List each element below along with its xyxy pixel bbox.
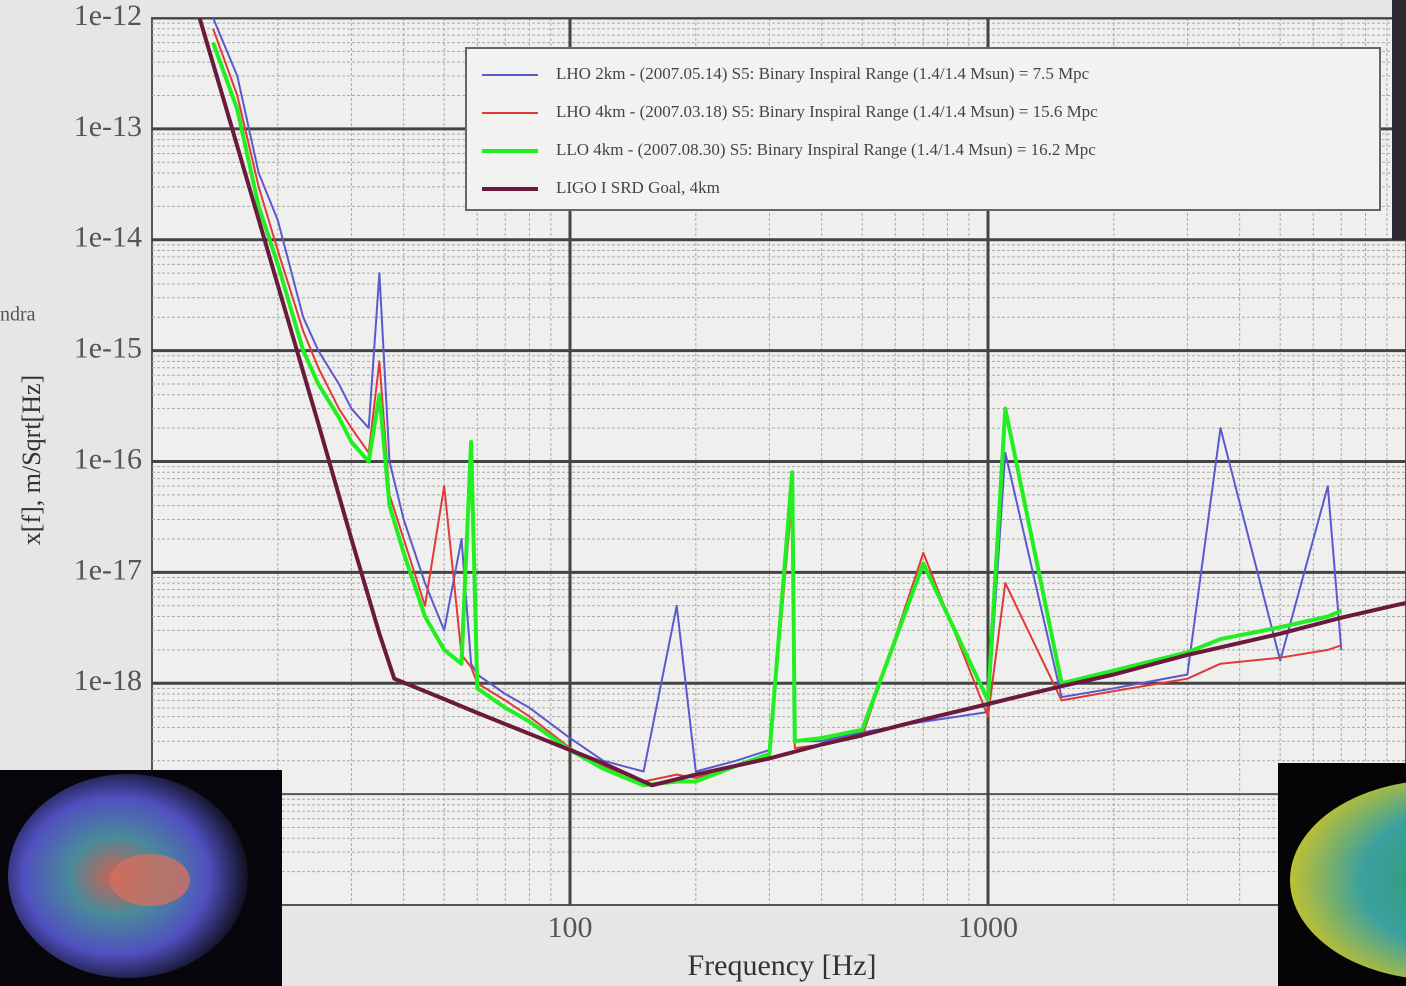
y-axis-label: x[f], m/Sqrt[Hz]	[17, 375, 46, 545]
legend-label: LLO 4km - (2007.08.30) S5: Binary Inspir…	[556, 140, 1096, 159]
legend-label: LIGO I SRD Goal, 4km	[556, 178, 720, 197]
legend-label: LHO 4km - (2007.03.18) S5: Binary Inspir…	[556, 102, 1098, 121]
cmb-image	[1278, 763, 1406, 986]
y-tick-label: 1e-16	[74, 442, 142, 475]
nebula-core	[110, 854, 190, 906]
y-tick-label: 1e-14	[74, 221, 142, 254]
legend: LHO 2km - (2007.05.14) S5: Binary Inspir…	[466, 48, 1380, 210]
y-tick-label: 1e-17	[74, 553, 142, 586]
x-axis-label: Frequency [Hz]	[687, 949, 876, 982]
page: 1e-12 1e-13 1e-14 1e-15 1e-16 1e-17 1e-18 100 10…	[0, 0, 1406, 986]
y-tick-label: 1e-13	[74, 110, 142, 143]
chart: 1e-12 1e-13 1e-14 1e-15 1e-16 1e-17 1e-18 100 10…	[0, 0, 1406, 986]
y-tick-label: 1e-12	[74, 0, 142, 32]
dark-strip	[1392, 0, 1406, 240]
y-tick-label: 1e-15	[74, 332, 142, 365]
nebula-image	[0, 770, 282, 986]
y-tick-label: 1e-18	[74, 664, 142, 697]
slide-fragment: ndra	[0, 304, 36, 326]
x-tick-label: 1000	[958, 911, 1018, 944]
x-tick-label: 100	[548, 911, 593, 944]
legend-label: LHO 2km - (2007.05.14) S5: Binary Inspir…	[556, 64, 1090, 83]
